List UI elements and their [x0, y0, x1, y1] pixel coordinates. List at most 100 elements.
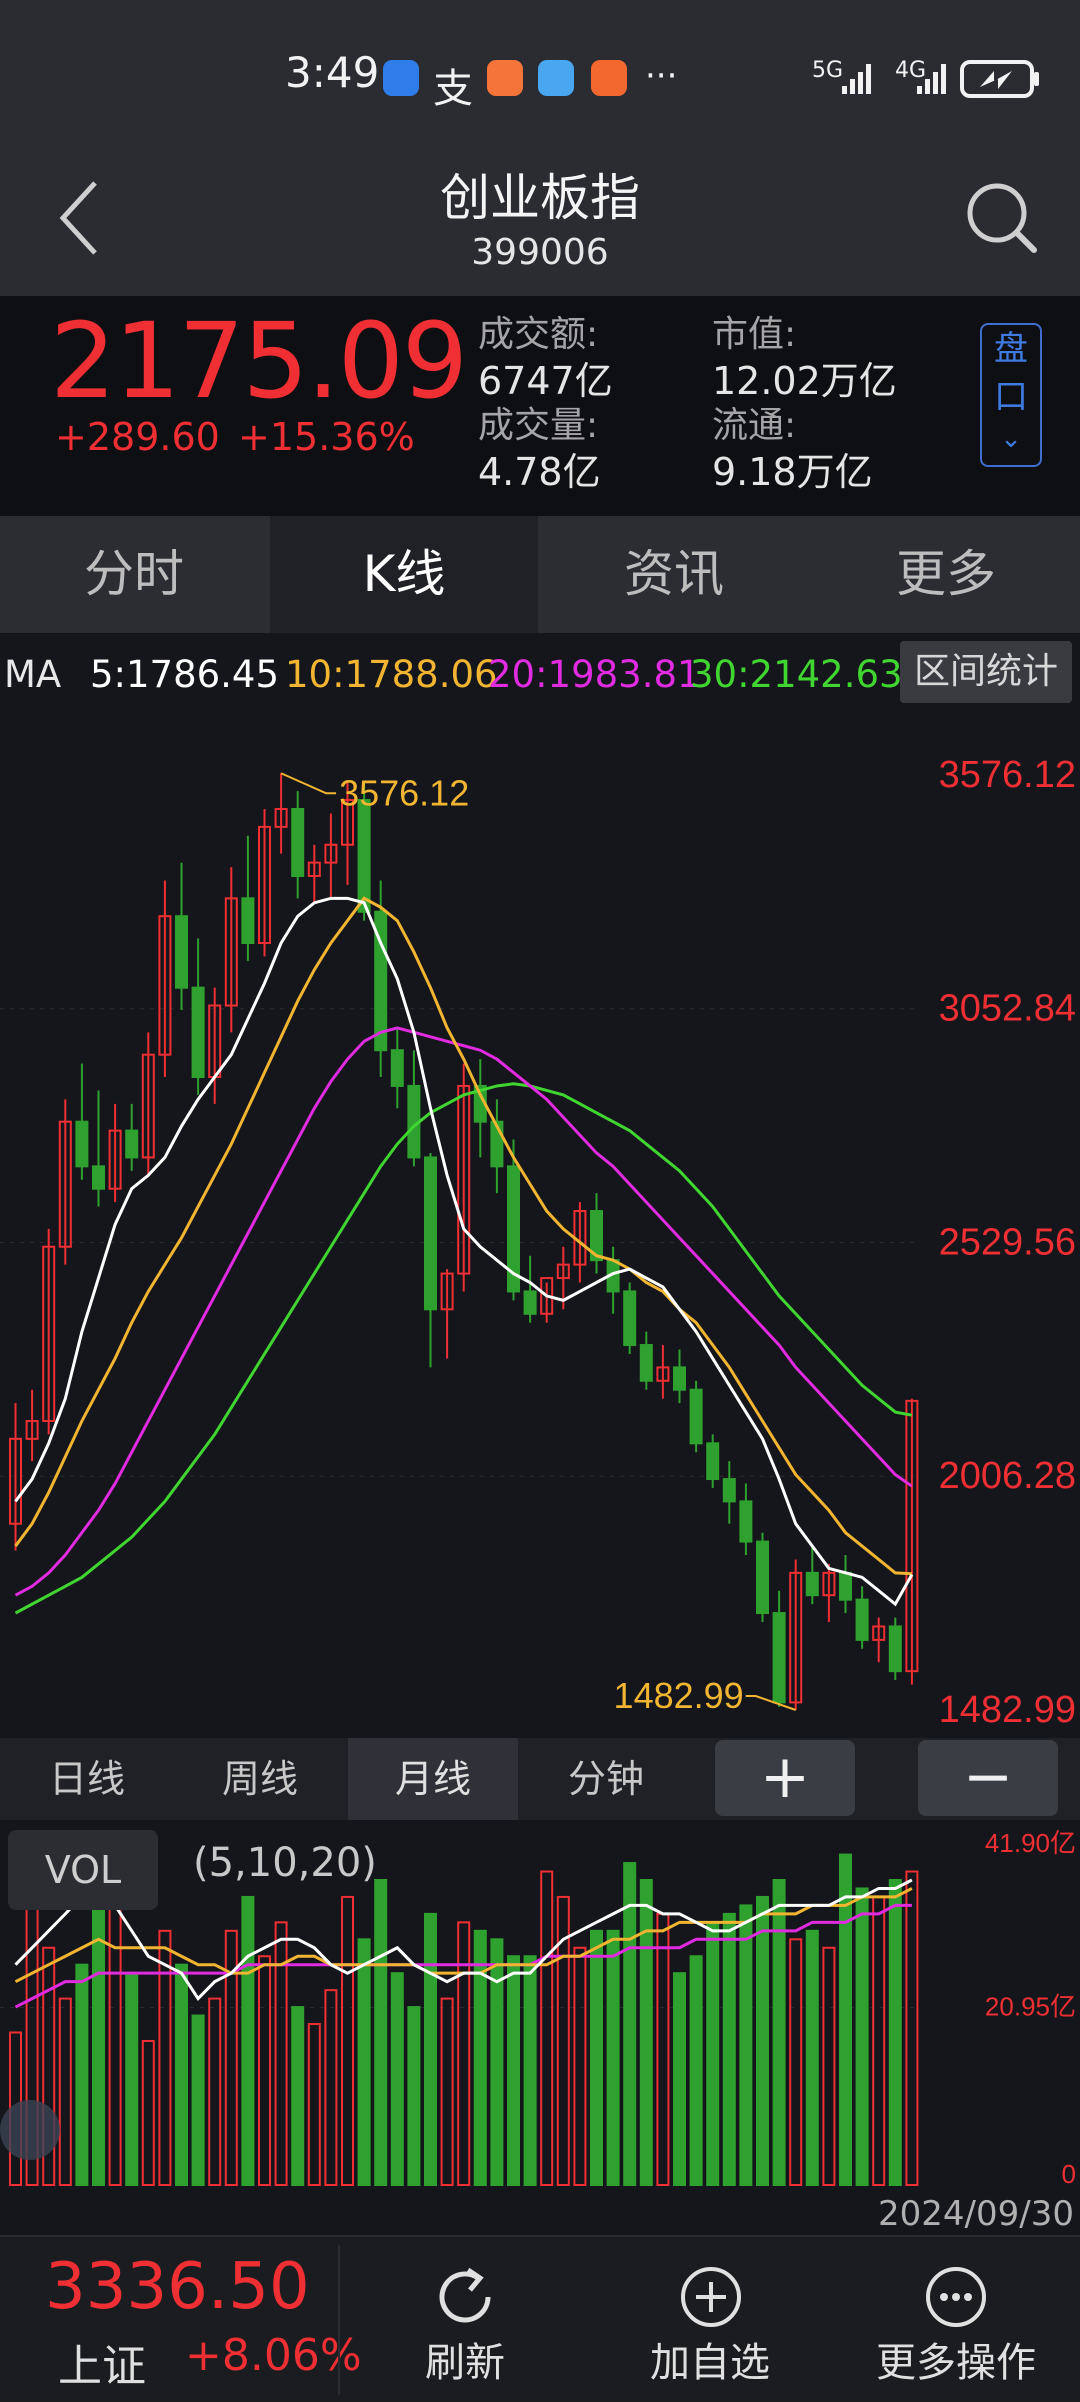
sh-index-pct[interactable]: +8.06%	[185, 2330, 362, 2381]
kline-chart[interactable]: 3576.12 3052.84 2529.56 2006.28 1482.99 3576.…	[0, 710, 1080, 1735]
price-axis-label: 1482.99	[939, 1689, 1076, 1731]
ma20-line	[14, 1026, 913, 1597]
sh-index-price[interactable]: 3336.50	[45, 2250, 310, 2324]
more-actions-icon[interactable]	[921, 2262, 991, 2332]
tab-kline[interactable]: K线	[270, 516, 538, 633]
market-cap-label: 市值:	[712, 314, 797, 355]
candle-body	[108, 1129, 122, 1190]
volume-bar	[341, 1895, 354, 2187]
period-weekly[interactable]: 周线	[221, 1757, 298, 1801]
app-notification-icon	[591, 60, 627, 96]
max-pointer	[280, 772, 337, 795]
candle-body	[341, 799, 354, 846]
period-bar	[0, 1738, 1080, 1820]
volume-bar	[191, 2014, 205, 2186]
volume-indicator-button[interactable]: VOL	[8, 1830, 158, 1910]
volume-bar	[473, 1929, 487, 2186]
candle-body	[507, 1165, 520, 1293]
chevron-down-icon: ⌄	[1000, 424, 1022, 454]
price-change-pct: +15.36%	[238, 415, 415, 459]
order-book-label-2: 口	[994, 377, 1028, 417]
volume-bar	[457, 1921, 471, 2187]
range-stats-button[interactable]: 区间统计	[900, 641, 1072, 703]
candle-body	[756, 1540, 769, 1615]
candle-body	[291, 808, 305, 878]
volume-bar	[805, 1929, 819, 2186]
volume-bar	[523, 1955, 537, 2186]
sh-index-name[interactable]: 上证	[58, 2341, 146, 2392]
alipay-icon: 支	[433, 66, 473, 112]
candle-body	[556, 1263, 570, 1280]
candle-body	[125, 1129, 139, 1159]
vol-axis-label: 0	[1062, 2159, 1076, 2189]
min-pointer	[745, 1694, 797, 1711]
divider	[338, 2245, 340, 2395]
more-actions-button[interactable]: 更多操作	[876, 2340, 1036, 2386]
volume-bar	[822, 1946, 836, 2186]
volume-bar	[208, 1997, 222, 2186]
float-cap-label: 流通:	[712, 405, 797, 446]
floating-expand-icon[interactable]	[0, 2100, 60, 2160]
period-minute[interactable]: 分钟	[567, 1757, 644, 1801]
candle-body	[706, 1442, 720, 1481]
candle-body	[390, 1049, 404, 1087]
price-axis-label: 3052.84	[939, 988, 1076, 1030]
period-monthly[interactable]: 月线	[348, 1738, 518, 1820]
volume-bar	[374, 1878, 388, 2186]
candle-body	[772, 1612, 786, 1704]
volume-bar	[905, 1870, 919, 2187]
price-axis-label: 2006.28	[939, 1455, 1076, 1497]
volume-bar	[789, 1938, 803, 2186]
zoom-out-button[interactable]: −	[918, 1740, 1058, 1816]
order-book-button[interactable]: 盘 口 ⌄	[980, 323, 1042, 467]
candle-body	[92, 1165, 105, 1190]
refresh-button[interactable]: 刷新	[425, 2340, 505, 2386]
volume-bar	[590, 1929, 603, 2186]
ma30-value: 30:2142.63	[690, 653, 903, 696]
turnover-label: 成交额:	[478, 314, 599, 355]
volume-chart[interactable]: 41.90亿 20.95亿 0	[0, 1820, 1080, 2190]
tab-more[interactable]: 更多	[896, 545, 996, 603]
candle-body	[241, 897, 255, 945]
search-icon[interactable]	[962, 178, 1042, 258]
volume-bar	[258, 1955, 271, 2186]
weather-icon	[538, 60, 574, 96]
ma5-value: 5:1786.45	[90, 653, 280, 696]
candle-body	[42, 1245, 56, 1422]
volume-bar	[639, 1878, 653, 2186]
tab-intraday[interactable]: 分时	[84, 545, 184, 603]
volume-bar	[623, 1862, 637, 2186]
candle-body	[623, 1290, 637, 1347]
more-notifications-icon: ···	[645, 56, 678, 96]
candle-body	[888, 1625, 902, 1673]
market-cap-value: 12.02万亿	[712, 359, 897, 403]
candle-body	[905, 1399, 919, 1673]
zoom-in-button[interactable]: +	[715, 1740, 855, 1816]
add-watchlist-icon[interactable]	[676, 2262, 746, 2332]
back-icon[interactable]	[55, 178, 105, 258]
tab-bar	[0, 516, 1080, 633]
volume-bar	[357, 1938, 371, 2186]
candle-body	[855, 1598, 869, 1641]
period-daily[interactable]: 日线	[48, 1757, 125, 1801]
volume-bar	[75, 1963, 89, 2186]
refresh-icon[interactable]	[430, 2262, 500, 2332]
candle-body	[822, 1571, 836, 1597]
candle-body	[224, 897, 238, 1007]
candle-body	[374, 910, 388, 1052]
price-axis-label: 3576.12	[939, 754, 1076, 796]
volume-bar	[673, 1972, 686, 2186]
candle-body	[9, 1437, 22, 1525]
volume-bar	[241, 1895, 255, 2187]
tab-news[interactable]: 资讯	[624, 545, 724, 603]
ma5-line	[14, 896, 914, 1607]
ma10-value: 10:1788.06	[285, 653, 498, 696]
candle-body	[639, 1344, 653, 1382]
add-watchlist-button[interactable]: 加自选	[650, 2340, 770, 2386]
page-title: 创业板指	[440, 169, 640, 227]
current-price: 2175.09	[50, 300, 468, 422]
volume-bar	[540, 1870, 554, 2187]
turnover-value: 6747亿	[478, 359, 613, 403]
volume-bar	[855, 1887, 869, 2186]
index-code: 399006	[471, 232, 609, 273]
